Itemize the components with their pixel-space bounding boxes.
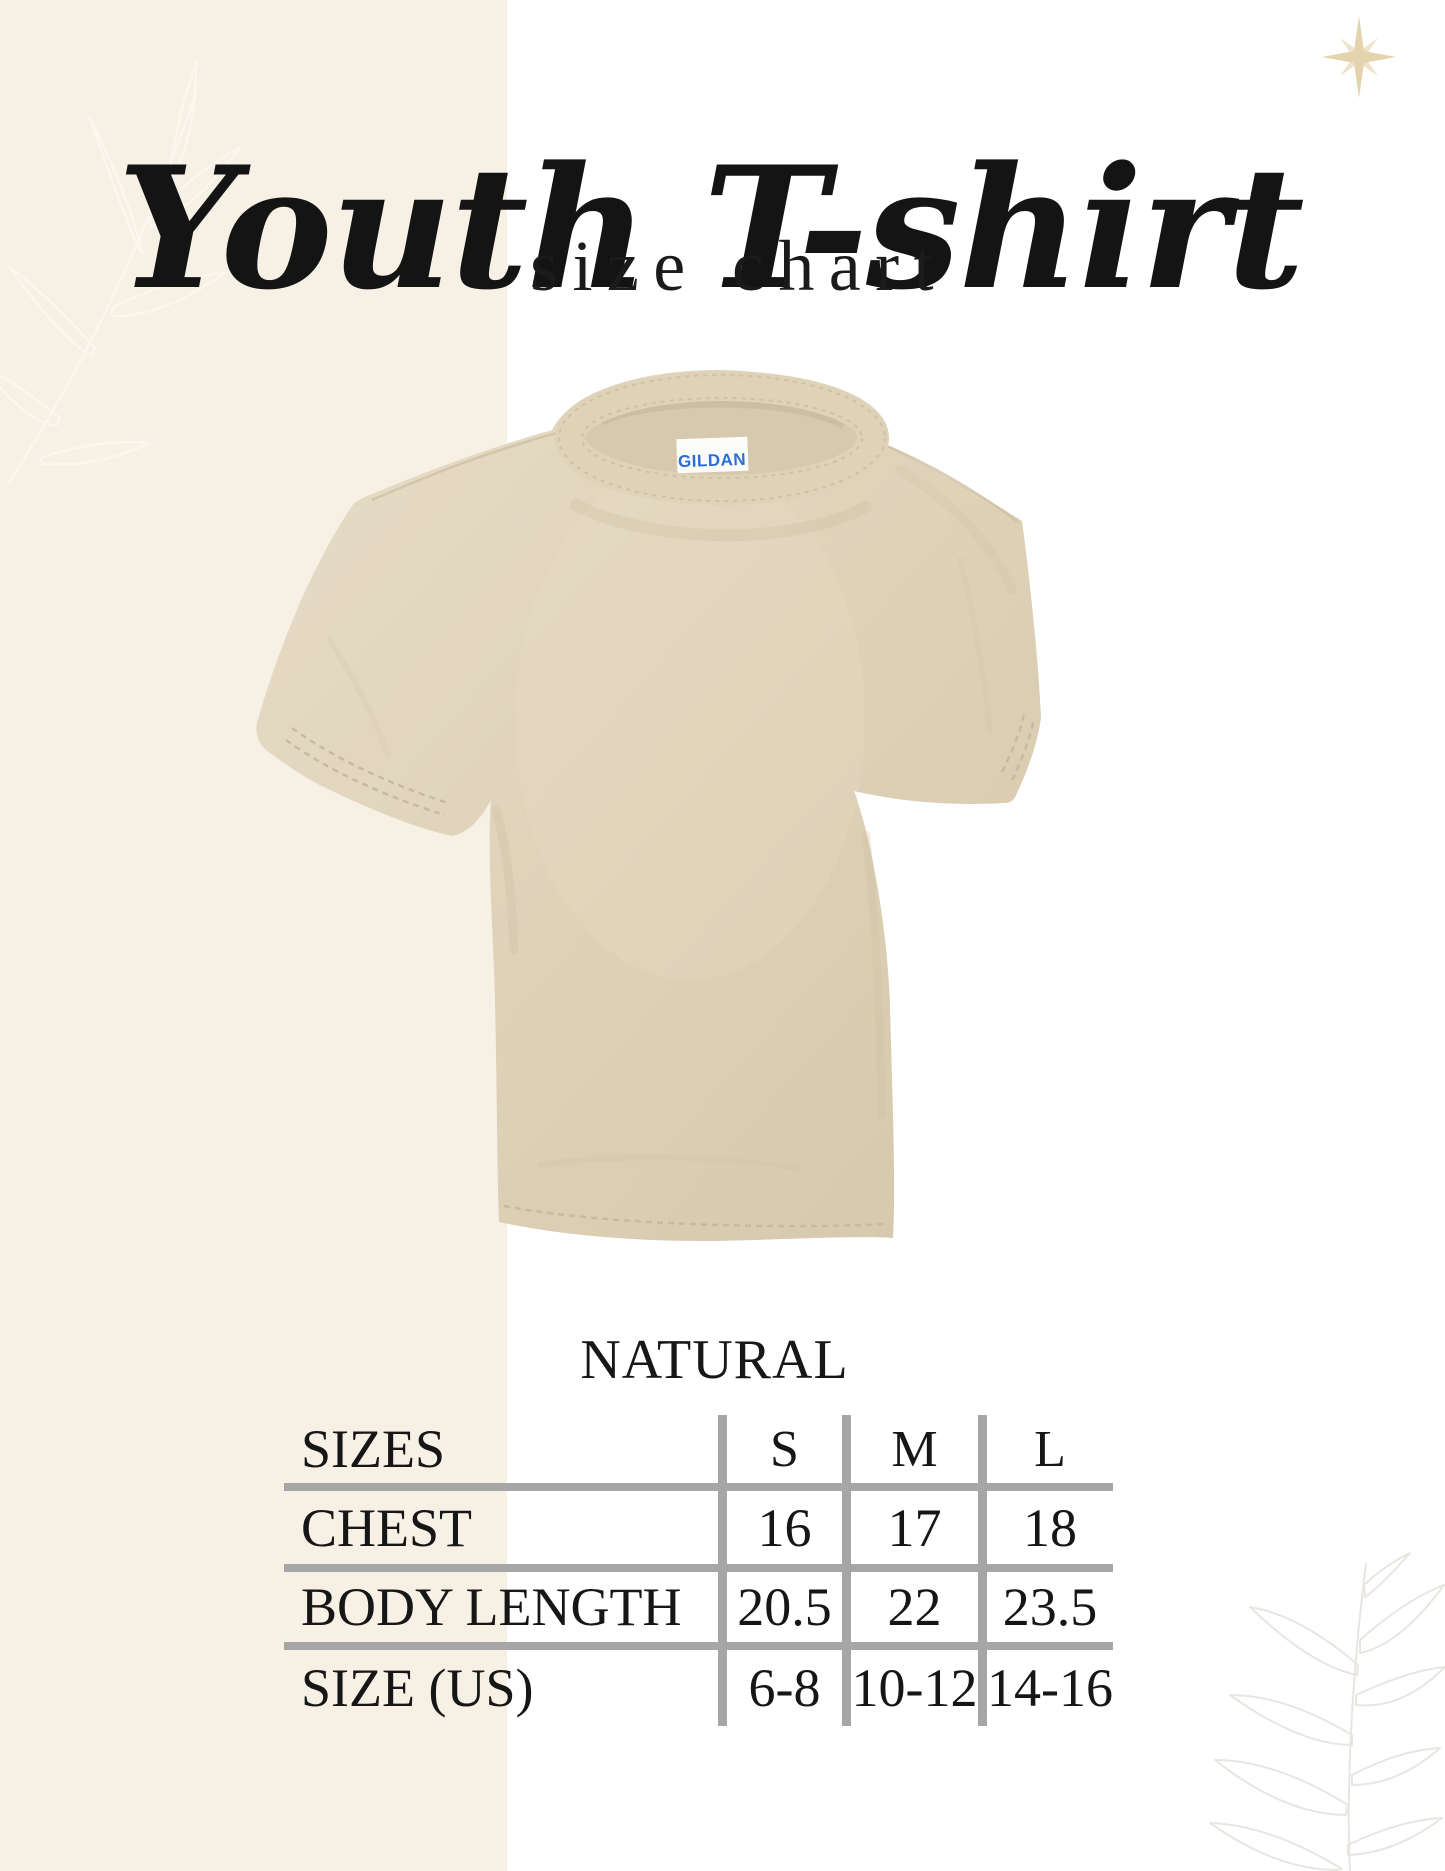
leaf — [1229, 1694, 1353, 1746]
page-subtitle: size chart — [530, 226, 948, 306]
leaf — [1363, 1552, 1411, 1598]
row-label-body-length: BODY LENGTH — [301, 1577, 682, 1637]
brand-label: GILDAN — [676, 436, 749, 474]
color-name-label: NATURAL — [580, 1329, 849, 1391]
leaf — [1209, 1822, 1343, 1871]
leaf — [1359, 1584, 1445, 1654]
leaf — [1347, 1817, 1443, 1856]
collar-band — [555, 371, 889, 505]
size-us-value-l: 14-16 — [987, 1658, 1113, 1718]
chest-value-l: 18 — [1023, 1497, 1077, 1558]
table-horizontal-divider — [284, 1564, 1113, 1572]
leaf — [1355, 1666, 1445, 1707]
column-header-m: M — [891, 1420, 938, 1478]
column-header-s: S — [770, 1420, 799, 1478]
stitching — [285, 713, 1036, 1228]
leaf — [1249, 1606, 1359, 1676]
body-length-value-s: 20.5 — [737, 1577, 832, 1637]
column-header-l: L — [1034, 1420, 1066, 1478]
table-header-sizes: SIZES — [301, 1419, 446, 1479]
table-horizontal-divider — [284, 1483, 1113, 1491]
row-label-size-us: SIZE (US) — [301, 1658, 534, 1718]
fabric-folds — [327, 465, 1017, 1171]
leaf — [1351, 1747, 1441, 1786]
leaf — [1214, 1759, 1349, 1816]
tshirt-body — [256, 369, 1041, 1242]
brand-label-text: GILDAN — [678, 450, 747, 471]
leaf-stem — [1347, 1562, 1367, 1871]
collar-stitching — [558, 374, 886, 502]
body-length-value-l: 23.5 — [1002, 1577, 1098, 1637]
row-label-chest: CHEST — [301, 1497, 473, 1558]
leaf-branch-icon-bottom-right — [1209, 1552, 1445, 1871]
table-horizontal-divider — [284, 1642, 1113, 1650]
chest-value-m: 17 — [887, 1497, 942, 1558]
body-length-value-m: 22 — [887, 1577, 942, 1637]
fabric-highlight — [515, 460, 865, 980]
chest-value-s: 16 — [757, 1497, 812, 1558]
size-us-value-m: 10-12 — [851, 1658, 978, 1718]
page-title: Youth T-shirt — [117, 128, 1304, 327]
shoulder-seams — [371, 430, 1019, 524]
sparkle-icon — [1322, 16, 1396, 98]
tshirt-photo: GILDAN — [256, 369, 1041, 1242]
size-us-value-s: 6-8 — [748, 1658, 821, 1718]
size-chart-table: SIZES S M L CHEST 16 17 18 BODY LENGTH 2… — [284, 1415, 1113, 1726]
